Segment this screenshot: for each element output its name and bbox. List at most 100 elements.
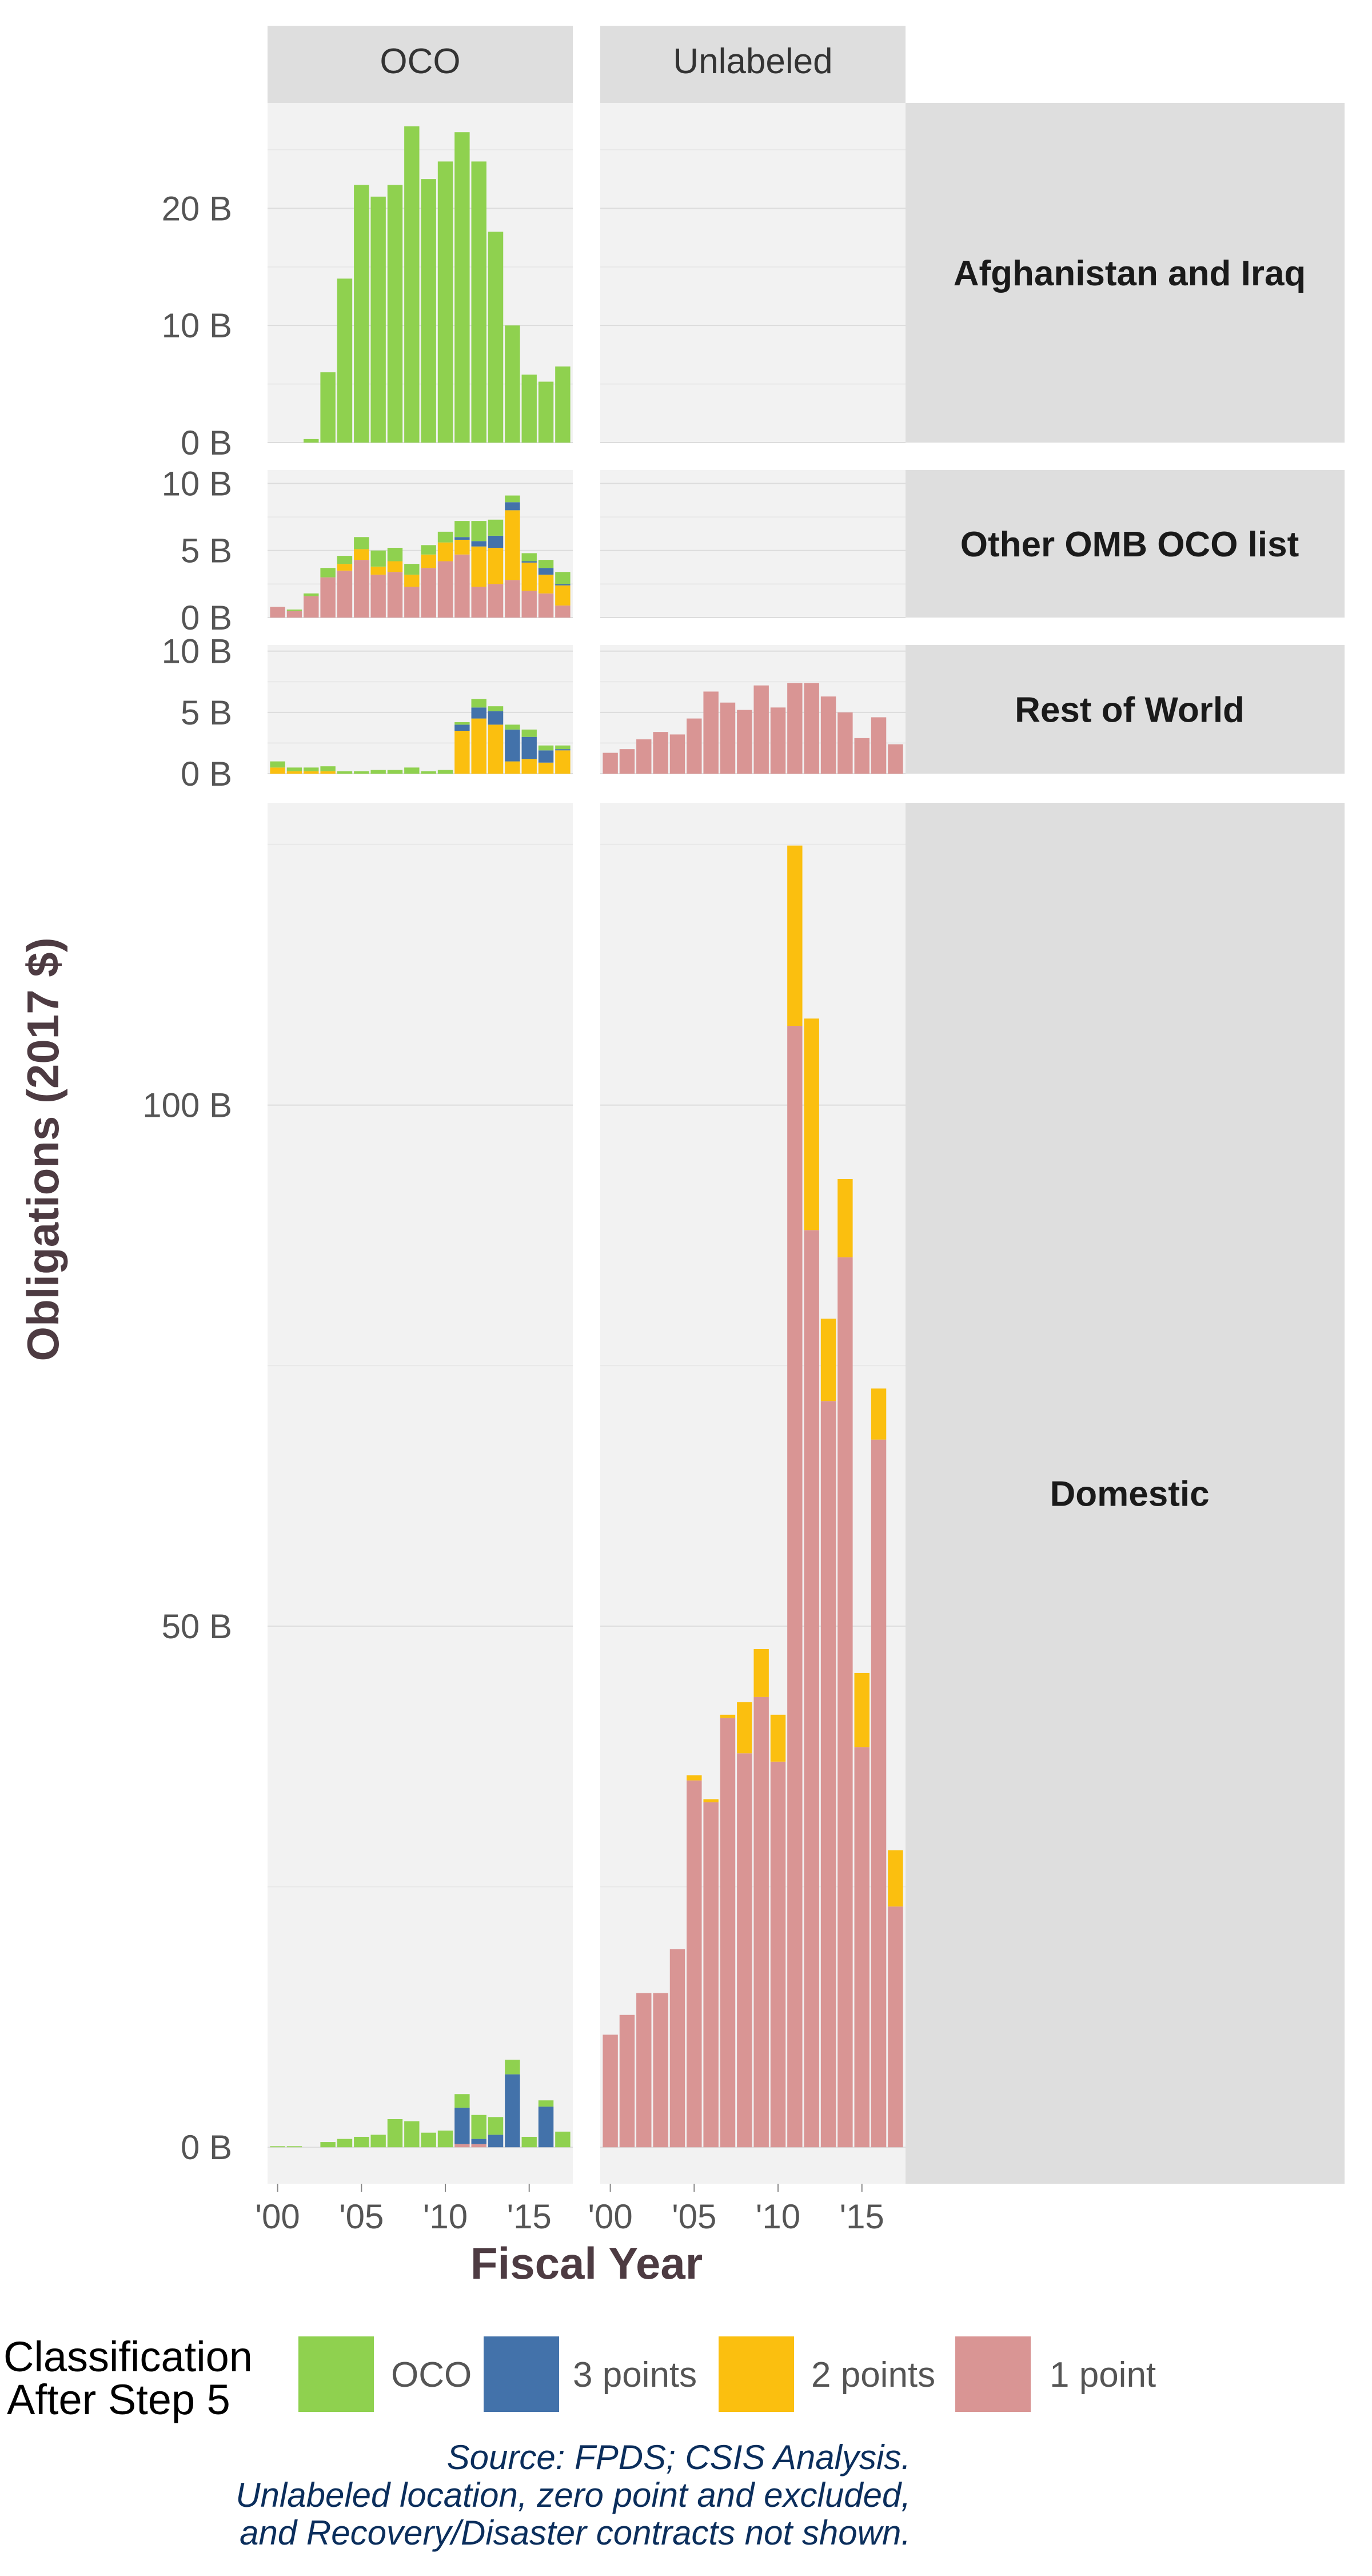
y-tick-label: 10 B (162, 464, 232, 503)
bar-domestic-unlabeled-2002-1-point (636, 1993, 652, 2148)
bar-rest-of-world-unlabeled-2017-1-point (888, 744, 903, 774)
x-tick-label: '10 (756, 2197, 800, 2236)
bar-afghanistan-and-iraq-oco-2013-oco (488, 232, 504, 443)
bar-domestic-unlabeled-2016-2-points (871, 1388, 887, 1440)
bar-afghanistan-and-iraq-oco-2010-oco (437, 161, 453, 443)
bar-afghanistan-and-iraq-oco-2011-oco (454, 132, 470, 443)
bar-other-omb-oco-list-oco-2016-oco (538, 560, 554, 568)
bar-other-omb-oco-list-oco-2015-3-points (521, 561, 537, 563)
bar-domestic-oco-2014-3-points (505, 2074, 520, 2148)
panel-afghanistan-and-iraq-unlabeled (600, 103, 906, 443)
x-tick-label: '00 (256, 2197, 300, 2236)
bar-other-omb-oco-list-oco-2007-2-points (387, 561, 403, 572)
bar-domestic-unlabeled-2003-1-point (653, 1993, 668, 2148)
bar-domestic-unlabeled-2014-1-point (837, 1257, 853, 2148)
bar-domestic-oco-2011-3-points (454, 2107, 470, 2144)
bar-afghanistan-and-iraq-oco-2007-oco (387, 185, 403, 443)
bar-domestic-unlabeled-2012-1-point (804, 1230, 819, 2148)
bar-other-omb-oco-list-oco-2009-1-point (421, 568, 436, 618)
bar-other-omb-oco-list-oco-2014-3-points (505, 502, 520, 511)
bar-domestic-unlabeled-2013-1-point (820, 1401, 836, 2148)
bar-other-omb-oco-list-oco-2006-2-points (370, 566, 386, 575)
bar-other-omb-oco-list-oco-2014-1-point (505, 580, 520, 618)
row-strip-afghanistan-and-iraq (906, 103, 1345, 443)
bar-other-omb-oco-list-oco-2000-1-point (270, 607, 285, 618)
y-tick-label: 50 B (162, 1607, 232, 1646)
row-label-other-omb-oco-list: Other OMB OCO list (960, 525, 1299, 564)
bar-rest-of-world-unlabeled-2016-1-point (871, 717, 887, 774)
bar-rest-of-world-oco-2012-2-points (471, 718, 486, 774)
bar-afghanistan-and-iraq-oco-2016-oco (538, 381, 554, 443)
bar-domestic-unlabeled-2011-1-point (787, 1026, 803, 2148)
y-tick-label: 10 B (162, 306, 232, 345)
bar-other-omb-oco-list-oco-2010-1-point (437, 561, 453, 618)
caption-line-3: and Recovery/Disaster contracts not show… (240, 2514, 911, 2552)
bar-other-omb-oco-list-oco-2001-oco (286, 609, 302, 611)
bar-domestic-unlabeled-2001-1-point (619, 2014, 635, 2148)
y-tick-label: 10 B (162, 632, 232, 671)
bar-other-omb-oco-list-oco-2011-1-point (454, 554, 470, 618)
bar-domestic-oco-2000-oco (270, 2146, 285, 2148)
bar-other-omb-oco-list-oco-2010-2-points (437, 542, 453, 562)
bar-rest-of-world-oco-2014-3-points (505, 729, 520, 762)
bar-rest-of-world-unlabeled-2001-1-point (619, 749, 635, 774)
bar-afghanistan-and-iraq-oco-2003-oco (320, 372, 336, 443)
bar-rest-of-world-oco-2016-2-points (538, 762, 554, 774)
legend-label-3-points: 3 points (573, 2355, 697, 2395)
bar-other-omb-oco-list-oco-2015-2-points (521, 562, 537, 591)
legend-title-line-2: After Step 5 (7, 2376, 230, 2423)
bar-rest-of-world-unlabeled-2011-1-point (787, 683, 803, 774)
bar-other-omb-oco-list-oco-2008-1-point (404, 587, 420, 618)
bar-rest-of-world-unlabeled-2007-1-point (720, 702, 736, 774)
bar-other-omb-oco-list-oco-2012-2-points (471, 546, 486, 587)
x-tick-label: '05 (672, 2197, 716, 2236)
y-tick-label: 0 B (181, 2128, 232, 2167)
bar-other-omb-oco-list-oco-2004-oco (337, 556, 353, 564)
bar-other-omb-oco-list-oco-2014-2-points (505, 510, 520, 580)
bar-domestic-oco-2009-oco (421, 2132, 436, 2148)
bar-domestic-oco-2005-oco (354, 2136, 369, 2148)
bar-other-omb-oco-list-oco-2006-oco (370, 550, 386, 567)
bar-domestic-oco-2016-3-points (538, 2107, 554, 2148)
y-tick-label: 0 B (181, 599, 232, 637)
bar-rest-of-world-oco-2016-oco (538, 745, 554, 751)
bar-rest-of-world-unlabeled-2013-1-point (820, 696, 836, 774)
panel-domestic-oco (268, 803, 573, 2184)
bar-rest-of-world-oco-2017-oco (555, 745, 571, 750)
bar-rest-of-world-oco-2013-oco (488, 706, 504, 711)
bar-other-omb-oco-list-oco-2017-oco (555, 572, 571, 584)
legend-swatch-oco (298, 2336, 374, 2412)
bar-afghanistan-and-iraq-oco-2002-oco (304, 439, 319, 443)
y-tick-label: 20 B (162, 189, 232, 228)
bar-afghanistan-and-iraq-oco-2017-oco (555, 366, 571, 443)
bar-other-omb-oco-list-oco-2017-1-point (555, 605, 571, 618)
row-label-rest-of-world: Rest of World (1015, 691, 1245, 730)
bar-domestic-unlabeled-2017-1-point (888, 1906, 903, 2148)
bar-afghanistan-and-iraq-oco-2005-oco (354, 185, 369, 443)
bar-domestic-unlabeled-2013-2-points (820, 1319, 836, 1402)
legend-swatch-1-point (955, 2336, 1031, 2412)
bar-domestic-unlabeled-2006-1-point (703, 1802, 719, 2148)
bar-afghanistan-and-iraq-oco-2008-oco (404, 126, 420, 443)
bar-rest-of-world-oco-2011-3-points (454, 724, 470, 731)
bar-afghanistan-and-iraq-oco-2004-oco (337, 278, 353, 443)
bar-other-omb-oco-list-oco-2016-1-point (538, 593, 554, 618)
legend-label-2-points: 2 points (811, 2355, 935, 2395)
x-axis-title: Fiscal Year (470, 2238, 703, 2288)
bar-other-omb-oco-list-oco-2002-1-point (304, 596, 319, 618)
x-tick-label: '10 (423, 2197, 468, 2236)
bar-rest-of-world-oco-2002-oco (304, 767, 319, 771)
bar-domestic-unlabeled-2009-2-points (753, 1649, 769, 1697)
bar-rest-of-world-oco-2012-3-points (471, 707, 486, 719)
bar-rest-of-world-oco-2014-2-points (505, 761, 520, 774)
y-axis-title: Obligations (2017 $) (18, 937, 68, 1361)
bar-other-omb-oco-list-oco-2011-oco (454, 521, 470, 538)
bar-domestic-unlabeled-2007-2-points (720, 1714, 736, 1718)
bar-domestic-oco-2012-1-point (471, 2144, 486, 2148)
bar-domestic-oco-2014-oco (505, 2060, 520, 2075)
bar-domestic-oco-2010-oco (437, 2131, 453, 2148)
bar-rest-of-world-oco-2013-3-points (488, 711, 504, 725)
bar-domestic-oco-2001-oco (286, 2146, 302, 2148)
bar-domestic-oco-2017-oco (555, 2131, 571, 2148)
